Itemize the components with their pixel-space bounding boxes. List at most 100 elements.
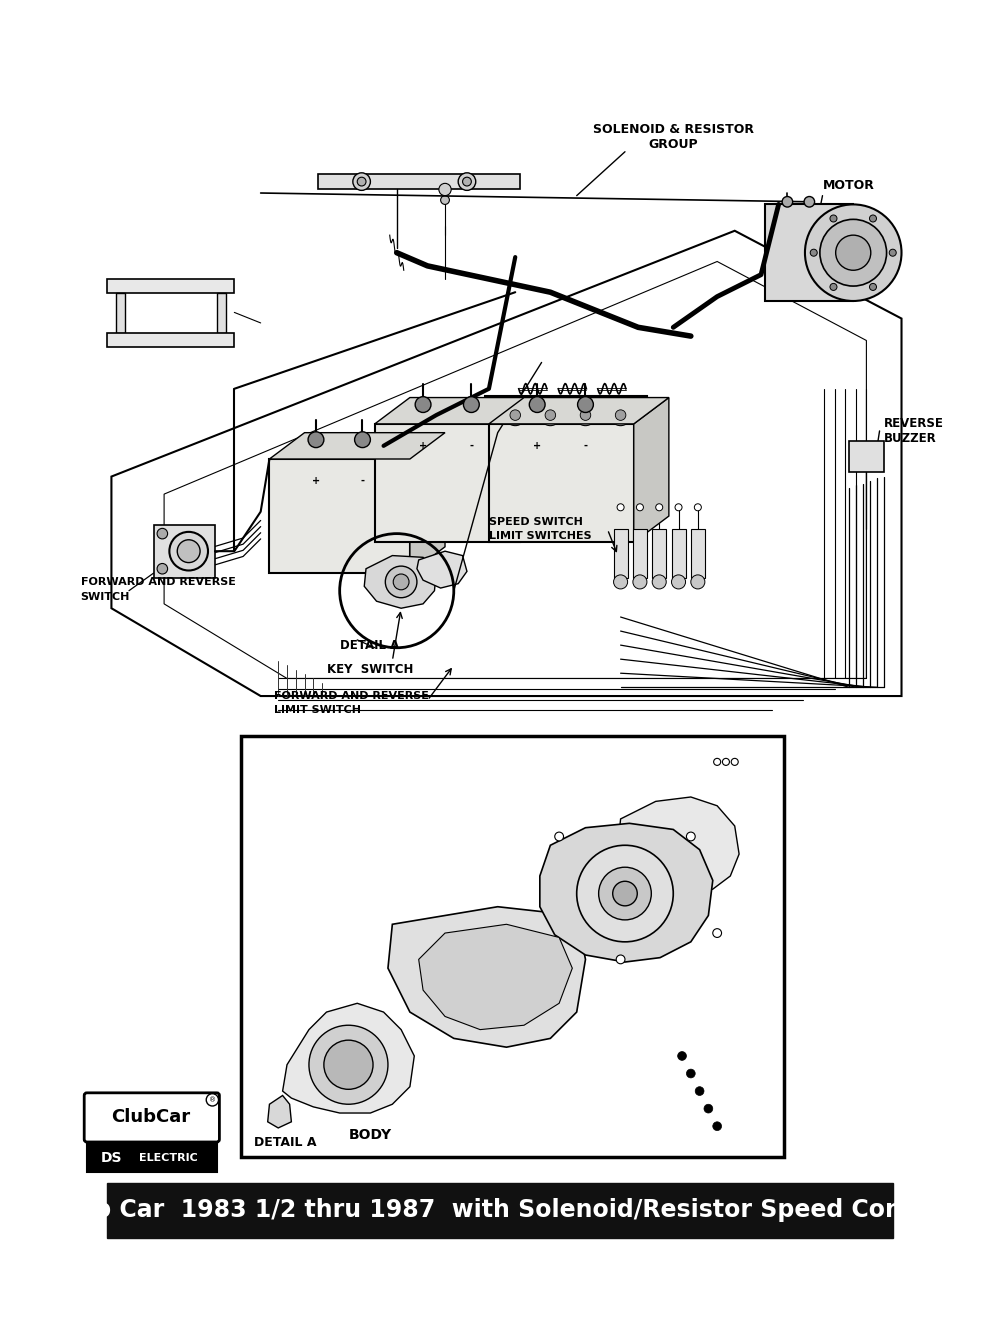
- Circle shape: [830, 283, 837, 291]
- Bar: [154, 525, 215, 578]
- Bar: [652, 529, 666, 578]
- Circle shape: [656, 503, 663, 511]
- Circle shape: [672, 575, 686, 589]
- Bar: [691, 529, 705, 578]
- Bar: [614, 529, 628, 578]
- Circle shape: [355, 431, 370, 447]
- Circle shape: [713, 1121, 722, 1131]
- Circle shape: [686, 1069, 695, 1077]
- Polygon shape: [410, 433, 445, 573]
- Circle shape: [599, 868, 651, 920]
- Circle shape: [616, 955, 625, 964]
- Circle shape: [889, 250, 896, 256]
- Circle shape: [439, 183, 451, 196]
- Bar: [849, 442, 884, 473]
- Bar: [633, 529, 647, 578]
- Circle shape: [805, 204, 902, 300]
- Circle shape: [463, 178, 471, 186]
- Bar: [489, 425, 634, 542]
- Circle shape: [441, 196, 449, 204]
- Bar: [116, 294, 125, 332]
- Text: KEY  SWITCH: KEY SWITCH: [327, 663, 413, 677]
- Polygon shape: [268, 1096, 291, 1128]
- Text: MOTOR: MOTOR: [823, 179, 874, 192]
- Circle shape: [177, 539, 200, 562]
- Text: DETAIL A: DETAIL A: [340, 638, 399, 651]
- Text: ELECTRIC: ELECTRIC: [139, 1153, 198, 1163]
- Polygon shape: [520, 398, 555, 542]
- Bar: [375, 425, 520, 542]
- Circle shape: [540, 405, 561, 426]
- Circle shape: [731, 758, 738, 765]
- Circle shape: [157, 529, 168, 539]
- Circle shape: [678, 1052, 686, 1060]
- Polygon shape: [283, 1004, 414, 1113]
- Circle shape: [695, 1087, 704, 1096]
- Polygon shape: [634, 398, 669, 542]
- Text: DETAIL A: DETAIL A: [254, 1136, 316, 1149]
- FancyBboxPatch shape: [84, 1093, 219, 1141]
- Bar: [107, 1183, 893, 1238]
- Text: LIMIT SWITCH: LIMIT SWITCH: [274, 705, 361, 716]
- Polygon shape: [489, 398, 669, 425]
- Bar: [672, 529, 686, 578]
- Text: SPEED SWITCH: SPEED SWITCH: [489, 517, 583, 527]
- Text: SWITCH: SWITCH: [81, 591, 130, 602]
- Text: SOLENOID & RESISTOR: SOLENOID & RESISTOR: [593, 123, 754, 136]
- Circle shape: [510, 410, 521, 421]
- Circle shape: [869, 283, 876, 291]
- Bar: [571, 395, 600, 434]
- Circle shape: [615, 410, 626, 421]
- Polygon shape: [419, 924, 572, 1029]
- Text: ClubCar: ClubCar: [111, 1108, 190, 1127]
- Bar: [107, 332, 234, 347]
- Text: LIMIT SWITCHES: LIMIT SWITCHES: [489, 531, 592, 541]
- Circle shape: [686, 832, 695, 841]
- Text: BUZZER: BUZZER: [884, 433, 937, 446]
- Text: ®: ®: [209, 1097, 216, 1103]
- Circle shape: [545, 410, 556, 421]
- Circle shape: [415, 396, 431, 413]
- Circle shape: [578, 396, 593, 413]
- Text: REVERSE: REVERSE: [884, 418, 944, 430]
- Polygon shape: [765, 204, 853, 300]
- Polygon shape: [364, 555, 436, 609]
- Polygon shape: [485, 395, 647, 467]
- Circle shape: [633, 575, 647, 589]
- Text: +: +: [312, 477, 320, 486]
- Circle shape: [169, 531, 208, 570]
- Circle shape: [810, 250, 817, 256]
- Bar: [217, 294, 226, 332]
- Circle shape: [357, 178, 366, 186]
- Circle shape: [614, 575, 628, 589]
- Text: +: +: [419, 441, 427, 451]
- Circle shape: [694, 503, 701, 511]
- Text: DS: DS: [101, 1151, 122, 1165]
- Text: -: -: [360, 477, 364, 486]
- Circle shape: [675, 503, 682, 511]
- Circle shape: [804, 196, 815, 207]
- Text: -: -: [583, 441, 587, 451]
- Bar: [241, 736, 784, 1157]
- Text: +: +: [533, 441, 541, 451]
- Polygon shape: [269, 433, 445, 459]
- Circle shape: [613, 881, 637, 906]
- Circle shape: [308, 431, 324, 447]
- Circle shape: [575, 405, 596, 426]
- Circle shape: [463, 396, 479, 413]
- Circle shape: [309, 1025, 388, 1104]
- Circle shape: [324, 1040, 373, 1089]
- Circle shape: [353, 172, 370, 191]
- Circle shape: [505, 405, 526, 426]
- Polygon shape: [375, 398, 555, 425]
- Bar: [318, 174, 520, 190]
- Circle shape: [869, 215, 876, 222]
- Polygon shape: [388, 906, 585, 1047]
- Circle shape: [157, 563, 168, 574]
- Circle shape: [714, 758, 721, 765]
- Circle shape: [830, 215, 837, 222]
- Circle shape: [617, 503, 624, 511]
- Circle shape: [393, 574, 409, 590]
- Circle shape: [704, 1104, 713, 1113]
- Text: FORWARD AND REVERSE: FORWARD AND REVERSE: [274, 692, 429, 701]
